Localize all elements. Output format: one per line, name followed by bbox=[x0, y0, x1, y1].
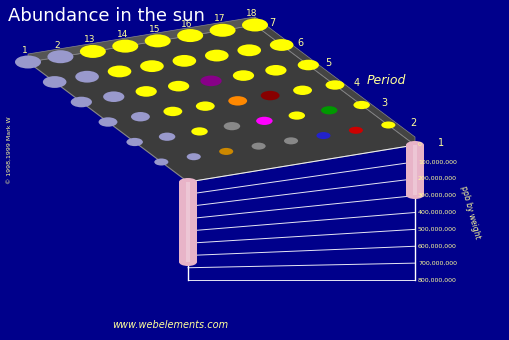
Text: 18: 18 bbox=[246, 9, 257, 18]
Text: 400,000,000: 400,000,000 bbox=[417, 210, 456, 215]
Ellipse shape bbox=[348, 127, 362, 134]
Text: 2: 2 bbox=[409, 118, 415, 128]
Ellipse shape bbox=[320, 106, 337, 114]
Ellipse shape bbox=[80, 45, 106, 58]
Text: 7: 7 bbox=[268, 18, 275, 28]
Ellipse shape bbox=[260, 91, 279, 100]
Ellipse shape bbox=[98, 117, 117, 127]
Polygon shape bbox=[185, 182, 190, 262]
Ellipse shape bbox=[195, 101, 214, 111]
Text: 0: 0 bbox=[417, 142, 421, 148]
Polygon shape bbox=[28, 17, 254, 62]
Polygon shape bbox=[254, 17, 414, 145]
Ellipse shape bbox=[242, 18, 267, 32]
Ellipse shape bbox=[288, 112, 304, 120]
Ellipse shape bbox=[284, 137, 297, 144]
Ellipse shape bbox=[177, 29, 203, 42]
Ellipse shape bbox=[353, 101, 369, 109]
Ellipse shape bbox=[405, 141, 423, 149]
Ellipse shape bbox=[209, 24, 235, 37]
Text: 200,000,000: 200,000,000 bbox=[417, 176, 456, 181]
Ellipse shape bbox=[205, 50, 228, 62]
Text: © 1998,1999 Mark W: © 1998,1999 Mark W bbox=[7, 116, 12, 184]
Text: 1: 1 bbox=[22, 46, 28, 55]
Ellipse shape bbox=[179, 178, 196, 186]
Ellipse shape bbox=[107, 66, 131, 77]
Text: 300,000,000: 300,000,000 bbox=[417, 193, 456, 198]
Ellipse shape bbox=[47, 50, 73, 63]
Text: Abundance in the sun: Abundance in the sun bbox=[8, 7, 205, 25]
Text: 4: 4 bbox=[353, 78, 359, 88]
Ellipse shape bbox=[251, 142, 265, 150]
Text: 5: 5 bbox=[325, 58, 331, 68]
Ellipse shape bbox=[145, 34, 171, 47]
Ellipse shape bbox=[158, 133, 175, 141]
Ellipse shape bbox=[154, 158, 168, 166]
Text: www.webelements.com: www.webelements.com bbox=[111, 320, 228, 330]
Text: 600,000,000: 600,000,000 bbox=[417, 244, 456, 249]
Ellipse shape bbox=[191, 127, 207, 136]
Text: 500,000,000: 500,000,000 bbox=[417, 227, 456, 232]
Polygon shape bbox=[28, 25, 414, 182]
Ellipse shape bbox=[126, 138, 143, 146]
Ellipse shape bbox=[131, 112, 150, 121]
Ellipse shape bbox=[293, 86, 312, 95]
Ellipse shape bbox=[43, 76, 66, 88]
Ellipse shape bbox=[112, 40, 138, 53]
Ellipse shape bbox=[140, 60, 163, 72]
Text: 15: 15 bbox=[149, 25, 160, 34]
Ellipse shape bbox=[167, 81, 189, 91]
Text: 13: 13 bbox=[84, 35, 95, 45]
Ellipse shape bbox=[325, 80, 344, 90]
Ellipse shape bbox=[71, 97, 92, 107]
Ellipse shape bbox=[135, 86, 156, 97]
Ellipse shape bbox=[269, 39, 293, 51]
Text: ppb by weight: ppb by weight bbox=[458, 185, 480, 240]
Text: 17: 17 bbox=[213, 14, 225, 23]
Ellipse shape bbox=[15, 55, 41, 68]
Ellipse shape bbox=[200, 75, 221, 86]
Text: Period: Period bbox=[366, 73, 406, 86]
Ellipse shape bbox=[179, 258, 196, 266]
Text: 700,000,000: 700,000,000 bbox=[417, 261, 456, 266]
Text: 6: 6 bbox=[297, 38, 303, 48]
Ellipse shape bbox=[172, 55, 196, 67]
Ellipse shape bbox=[228, 96, 247, 105]
Text: 16: 16 bbox=[181, 20, 192, 29]
Ellipse shape bbox=[265, 65, 286, 75]
Polygon shape bbox=[412, 145, 416, 195]
Ellipse shape bbox=[256, 117, 272, 125]
Ellipse shape bbox=[297, 60, 318, 70]
Text: 100,000,000: 100,000,000 bbox=[417, 159, 456, 164]
Ellipse shape bbox=[219, 148, 233, 155]
Polygon shape bbox=[405, 145, 423, 195]
Ellipse shape bbox=[103, 91, 124, 102]
Text: 2: 2 bbox=[54, 41, 60, 50]
Ellipse shape bbox=[163, 107, 182, 116]
Text: 800,000,000: 800,000,000 bbox=[417, 277, 456, 283]
Ellipse shape bbox=[237, 45, 261, 56]
Ellipse shape bbox=[381, 121, 394, 129]
Text: 1: 1 bbox=[437, 138, 443, 148]
Ellipse shape bbox=[405, 191, 423, 199]
Ellipse shape bbox=[233, 70, 253, 81]
Text: 14: 14 bbox=[117, 30, 128, 39]
Ellipse shape bbox=[223, 122, 240, 130]
Polygon shape bbox=[179, 182, 196, 262]
Ellipse shape bbox=[186, 153, 201, 160]
Text: 3: 3 bbox=[381, 98, 387, 108]
Ellipse shape bbox=[316, 132, 330, 139]
Ellipse shape bbox=[75, 71, 99, 83]
